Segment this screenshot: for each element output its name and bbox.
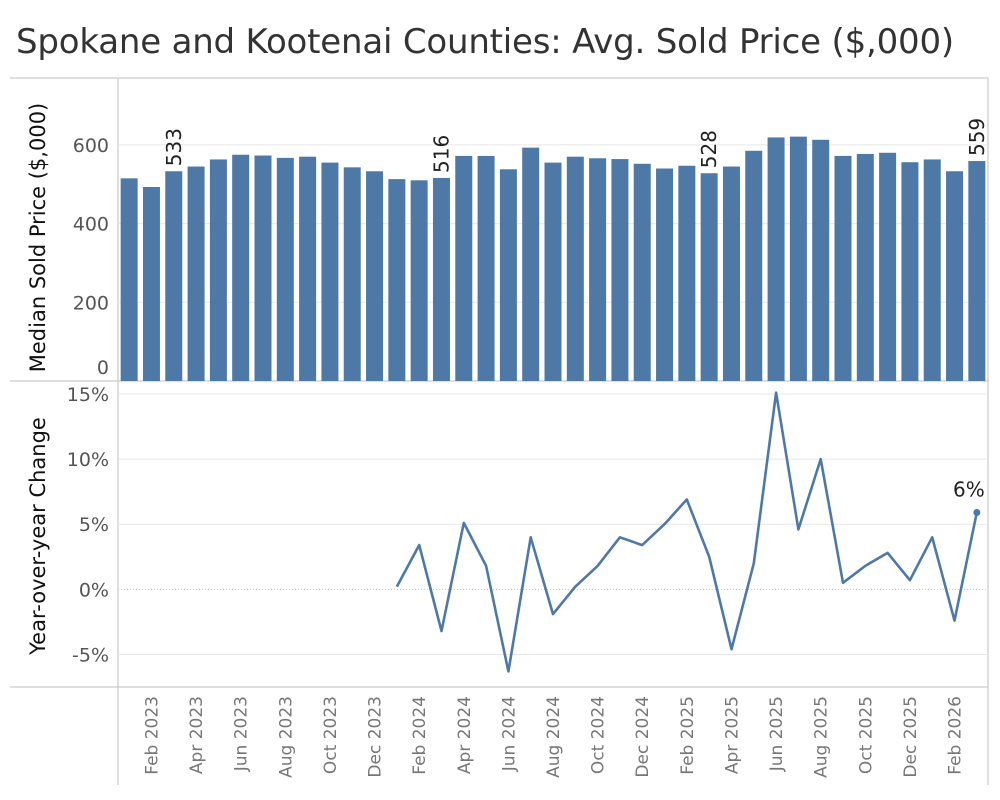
bar [522, 147, 540, 381]
x-tick-label: Feb 2025 [678, 696, 698, 775]
end-data-label: 6% [953, 478, 985, 502]
bar [566, 156, 584, 381]
bar [968, 161, 986, 381]
bar-data-label: 559 [965, 118, 989, 156]
x-tick-label: Aug 2023 [276, 696, 296, 778]
y-tick-label: 10% [67, 449, 109, 471]
bar [120, 178, 138, 381]
bar [299, 156, 317, 381]
y-tick-label: 200 [73, 292, 109, 314]
bar [611, 159, 629, 381]
bar [745, 150, 763, 381]
x-tick-label: Feb 2023 [142, 696, 162, 775]
x-tick-label: Dec 2024 [633, 696, 653, 778]
x-tick-label: Dec 2023 [366, 696, 386, 778]
x-tick-label: Oct 2023 [321, 696, 341, 774]
bar [410, 180, 428, 381]
y-tick-label: -5% [72, 644, 109, 666]
bar [187, 166, 205, 381]
y-tick-label: 15% [67, 384, 109, 406]
y-tick-label: 600 [73, 135, 109, 157]
bar [499, 169, 517, 381]
bar [633, 163, 651, 381]
bar [856, 153, 874, 381]
bar [700, 173, 718, 381]
y-tick-label: 5% [79, 514, 109, 536]
x-tick-label: Jun 2025 [767, 696, 787, 772]
chart-title: Spokane and Kootenai Counties: Avg. Sold… [16, 22, 954, 62]
bar [812, 139, 830, 381]
bar-data-label: 516 [429, 135, 453, 173]
x-tick-label: Aug 2024 [544, 696, 564, 778]
bar [165, 171, 183, 381]
x-tick-label: Aug 2025 [812, 696, 832, 778]
y-tick-label: 400 [73, 214, 109, 236]
x-tick-label: Jun 2023 [232, 696, 252, 772]
bar [321, 162, 339, 381]
bar [477, 155, 495, 381]
y-tick-label: 0% [79, 579, 109, 601]
bar [388, 179, 406, 381]
x-tick-label: Feb 2026 [946, 696, 966, 775]
bar [722, 166, 740, 381]
x-tick-label: Jun 2024 [499, 696, 519, 772]
bar [276, 157, 294, 381]
bar [455, 155, 473, 381]
bar [946, 171, 964, 381]
bar [767, 137, 785, 381]
bar [432, 177, 450, 381]
x-tick-label: Feb 2024 [410, 696, 430, 775]
x-axis: Feb 2023 Apr 2023 Jun 2023 Aug 2023 Oct 2023… [142, 696, 965, 778]
bar [678, 165, 696, 381]
bar [834, 155, 852, 381]
x-tick-label: Oct 2024 [589, 696, 609, 774]
bar-data-label: 533 [162, 128, 186, 166]
bar [142, 187, 160, 381]
y-axis-title: Median Sold Price ($,000) [26, 103, 50, 372]
bar [901, 162, 919, 381]
series-line [395, 391, 979, 673]
x-tick-label: Apr 2025 [722, 696, 742, 774]
x-tick-label: Apr 2023 [187, 696, 207, 774]
bar [589, 158, 607, 381]
price-bar-chart: 0 200 400 600 Median Sold Price ($,000) 533 51… [26, 103, 989, 381]
x-tick-label: Oct 2025 [856, 696, 876, 774]
end-point [973, 509, 981, 517]
bar [343, 167, 361, 381]
bar [879, 152, 897, 381]
y-tick-label: 0 [97, 357, 109, 379]
bar [544, 162, 562, 381]
bar-data-label: 528 [697, 130, 721, 168]
x-tick-label: Dec 2025 [901, 696, 921, 778]
x-tick-label: Apr 2024 [455, 696, 475, 774]
yoy-line-chart: -5% 0% 5% 10% 15% Year-over-year Change 6% [26, 384, 988, 673]
bar [209, 159, 227, 381]
bar [232, 154, 250, 381]
bar [656, 168, 674, 381]
y-axis-title: Year-over-year Change [26, 417, 50, 656]
bar [789, 136, 807, 381]
bar [366, 171, 384, 381]
bar [923, 159, 941, 381]
bar [254, 155, 272, 381]
